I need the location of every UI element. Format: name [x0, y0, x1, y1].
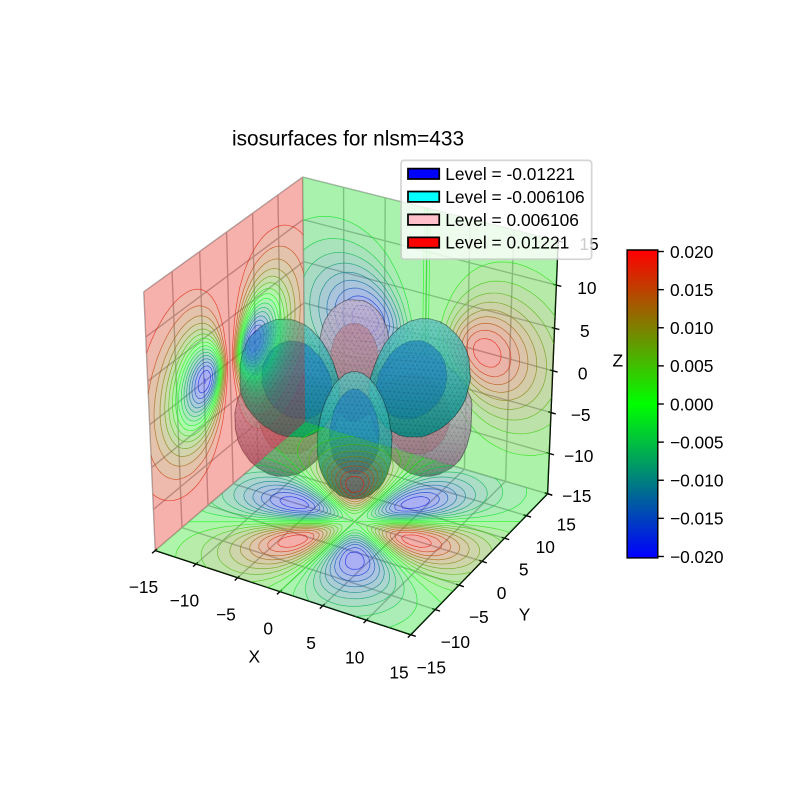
- svg-text:−10: −10: [441, 632, 470, 652]
- svg-text:Level = -0.01221: Level = -0.01221: [445, 164, 575, 184]
- svg-text:10: 10: [577, 278, 596, 298]
- svg-text:5: 5: [306, 633, 316, 653]
- svg-text:−5: −5: [469, 607, 489, 627]
- svg-text:10: 10: [536, 537, 555, 557]
- svg-text:−10: −10: [170, 591, 199, 611]
- svg-text:0: 0: [263, 619, 273, 639]
- svg-text:5: 5: [519, 560, 529, 580]
- svg-text:−5: −5: [216, 604, 236, 624]
- svg-text:0.000: 0.000: [670, 394, 713, 414]
- svg-text:−0.010: −0.010: [670, 471, 724, 491]
- svg-text:10: 10: [345, 648, 364, 668]
- svg-text:Level = -0.006106: Level = -0.006106: [445, 187, 584, 207]
- svg-text:Z: Z: [612, 351, 623, 371]
- svg-text:0.015: 0.015: [670, 280, 713, 300]
- svg-text:0: 0: [578, 363, 588, 383]
- svg-text:isosurfaces for nlsm=433: isosurfaces for nlsm=433: [232, 128, 464, 151]
- svg-text:X: X: [249, 647, 261, 667]
- svg-text:15: 15: [389, 663, 408, 683]
- svg-text:Y: Y: [519, 605, 531, 625]
- svg-text:−5: −5: [571, 405, 591, 425]
- svg-text:15: 15: [557, 515, 576, 535]
- svg-text:−10: −10: [564, 446, 593, 466]
- svg-text:0.020: 0.020: [670, 242, 713, 262]
- svg-text:0.010: 0.010: [670, 318, 713, 338]
- svg-text:5: 5: [580, 321, 590, 341]
- svg-text:−15: −15: [562, 486, 591, 506]
- svg-text:Level = 0.01221: Level = 0.01221: [445, 233, 569, 253]
- svg-text:Level = 0.006106: Level = 0.006106: [445, 210, 579, 230]
- svg-text:0.005: 0.005: [670, 356, 713, 376]
- svg-text:−0.015: −0.015: [670, 509, 724, 529]
- svg-text:−0.005: −0.005: [670, 432, 724, 452]
- svg-text:−15: −15: [129, 577, 158, 597]
- svg-text:−0.020: −0.020: [670, 547, 724, 567]
- svg-text:0: 0: [497, 583, 507, 603]
- svg-text:−15: −15: [417, 658, 446, 678]
